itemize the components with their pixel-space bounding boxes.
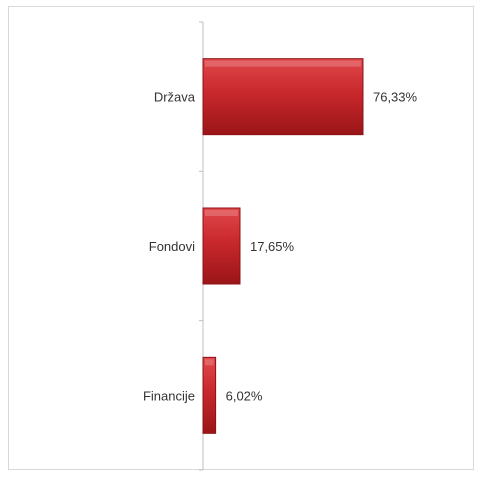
bar-1 [202,58,364,136]
bar-3 [202,356,217,434]
category-label: Država [154,90,196,105]
data-label: 6,02% [226,388,263,403]
data-label: 76,33% [373,90,418,105]
bar-2 [202,207,241,285]
category-label: Financije [143,388,195,403]
category-label: Fondovi [149,239,195,254]
bar-highlight [205,210,238,216]
bar-highlight [205,60,361,67]
bar-highlight [205,359,214,366]
data-label: 17,65% [250,239,295,254]
